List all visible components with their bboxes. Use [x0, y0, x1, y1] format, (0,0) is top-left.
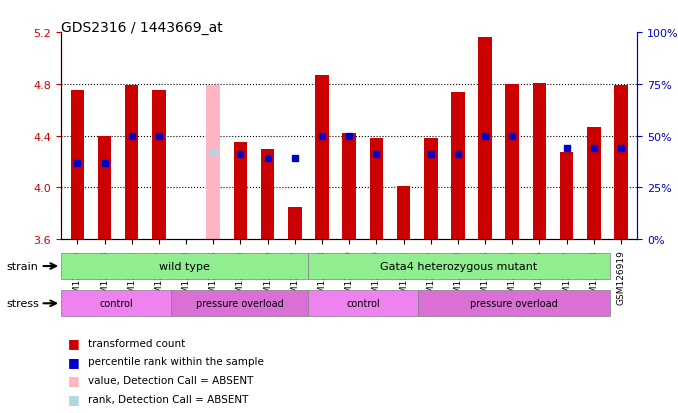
Bar [152, 91, 165, 240]
Text: GDS2316 / 1443669_at: GDS2316 / 1443669_at [61, 21, 223, 35]
Bar [342, 134, 356, 240]
FancyBboxPatch shape [308, 291, 418, 316]
Bar [98, 136, 111, 240]
Bar [234, 143, 247, 240]
Text: ■: ■ [68, 392, 79, 405]
Bar [125, 86, 138, 240]
FancyBboxPatch shape [308, 254, 610, 279]
Text: ■: ■ [68, 355, 79, 368]
Text: pressure overload: pressure overload [470, 299, 558, 309]
Bar [560, 153, 574, 240]
Bar [288, 207, 302, 240]
Text: transformed count: transformed count [88, 338, 185, 348]
Bar [397, 187, 410, 240]
Bar [587, 127, 601, 240]
Text: pressure overload: pressure overload [195, 299, 283, 309]
Bar [506, 85, 519, 240]
Text: Gata4 heterozygous mutant: Gata4 heterozygous mutant [380, 261, 538, 271]
FancyBboxPatch shape [418, 291, 610, 316]
Text: ■: ■ [68, 336, 79, 349]
Bar [207, 86, 220, 240]
Bar [614, 86, 628, 240]
Text: control: control [99, 299, 133, 309]
Text: stress: stress [7, 299, 39, 309]
Bar [451, 93, 464, 240]
Text: strain: strain [7, 261, 39, 271]
Text: control: control [346, 299, 380, 309]
Bar [533, 83, 546, 240]
Text: ■: ■ [68, 373, 79, 387]
Text: percentile rank within the sample: percentile rank within the sample [88, 356, 264, 366]
Bar [370, 139, 383, 240]
FancyBboxPatch shape [61, 291, 171, 316]
Bar [424, 139, 437, 240]
Bar [71, 91, 84, 240]
Bar [71, 91, 84, 240]
FancyBboxPatch shape [61, 254, 308, 279]
Text: value, Detection Call = ABSENT: value, Detection Call = ABSENT [88, 375, 254, 385]
Bar [315, 76, 329, 240]
Text: rank, Detection Call = ABSENT: rank, Detection Call = ABSENT [88, 394, 249, 404]
Bar [478, 38, 492, 240]
Text: wild type: wild type [159, 261, 210, 271]
Bar [261, 149, 275, 240]
FancyBboxPatch shape [171, 291, 308, 316]
